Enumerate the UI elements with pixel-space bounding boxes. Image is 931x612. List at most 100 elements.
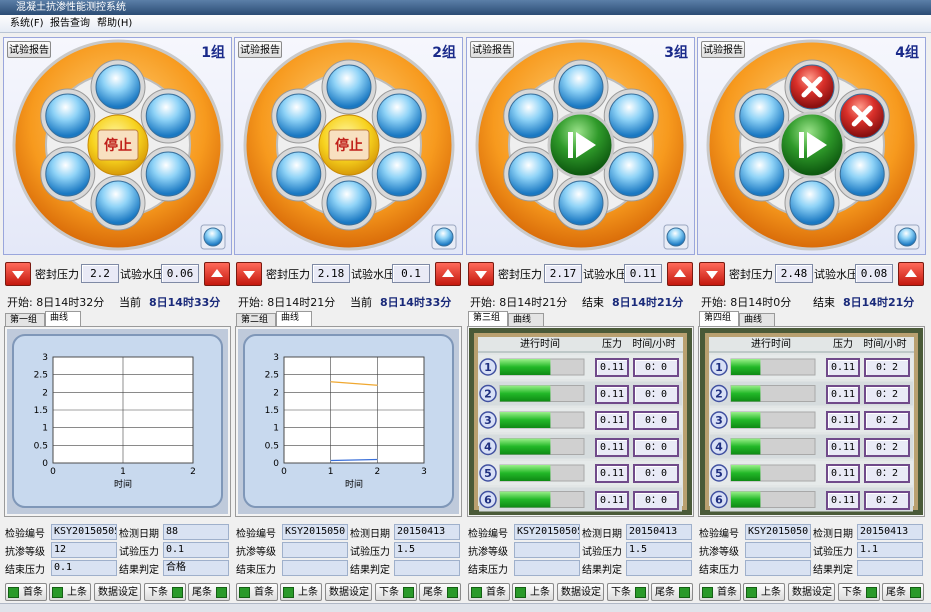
end-time: 8日14时33分 [380,296,452,309]
tab[interactable]: 曲线 [276,311,312,327]
nav-button[interactable]: 数据设定 [325,583,372,601]
seal-pressure-value: 2.17 [544,264,582,283]
tab[interactable]: 第二组 [236,313,276,327]
nav-button[interactable]: 首条 [5,583,47,601]
group-panel: 停止 试验报告 2组 密封压力 2.18 试验水压 0.1 开始: 8日14时21分 当前 8日1… [234,0,463,603]
nav-button[interactable]: 上条 [280,583,322,601]
time-cell: 0：2 [864,411,910,430]
nav-button[interactable]: 尾条 [882,583,924,601]
nav-label: 数据设定 [98,587,138,598]
nav-button[interactable]: 尾条 [419,583,461,601]
nav-button[interactable]: 首条 [236,583,278,601]
nav-label: 尾条 [423,587,443,598]
group-label: 3组 [664,45,688,61]
field-value: 合格 [163,560,229,576]
x-tick-label: 2 [374,467,380,477]
nav-button[interactable]: 下条 [375,583,417,601]
tab[interactable]: 第一组 [5,313,45,327]
y-tick-label: 0.5 [34,441,48,451]
report-button[interactable]: 试验报告 [701,41,745,58]
settings-button [666,227,686,247]
menu-item[interactable]: 帮助(H) [97,18,133,29]
pressure-down-button[interactable] [468,262,494,286]
pressure-down-button[interactable] [236,262,262,286]
report-button[interactable]: 试验报告 [238,41,282,58]
nav-button[interactable]: 上条 [743,583,785,601]
tab[interactable]: 曲线 [508,313,544,327]
nav-button[interactable]: 数据设定 [788,583,835,601]
water-pressure-label: 试验水压 [583,268,627,281]
row-number: 4 [484,441,492,454]
tab[interactable]: 曲线 [739,313,775,327]
pressure-up-button[interactable] [435,262,461,286]
nav-button[interactable]: 数据设定 [94,583,141,601]
nav-button[interactable]: 下条 [838,583,880,601]
pressure-up-button[interactable] [898,262,924,286]
x-tick-label: 3 [421,467,427,477]
field-value [857,560,923,576]
group-label: 2组 [432,45,456,61]
run-icon-arrow [576,132,596,158]
nav-button[interactable]: 上条 [49,583,91,601]
nav-icon [515,587,526,598]
pressure-cell: 0.11 [826,411,860,430]
nav-button[interactable]: 数据设定 [557,583,604,601]
pressure-up-button[interactable] [667,262,693,286]
nav-icon [52,587,63,598]
station-view: 试验报告 3组 [466,37,695,255]
table-header: 进行时间 [751,337,791,350]
arrow-icon [905,269,917,277]
table-header: 时间/小时 [863,337,906,350]
report-button[interactable]: 试验报告 [470,41,514,58]
nav-label: 下条 [842,587,862,598]
tab[interactable]: 第三组 [468,311,508,327]
series-line [330,381,378,386]
settings-button [203,227,223,247]
report-button[interactable]: 试验报告 [7,41,51,58]
station-graphic [706,39,920,251]
pressure-cell: 0.11 [826,437,860,457]
row-number-badge [479,411,497,429]
seal-pressure-label: 密封压力 [266,268,310,281]
menu-item[interactable]: 报告查询 [50,18,90,29]
seal-pressure-label: 密封压力 [35,268,79,281]
nav-label: 尾条 [886,587,906,598]
menu-item[interactable]: 系统(F) [10,18,44,29]
tab[interactable]: 第四组 [699,311,739,327]
nav-button[interactable]: 首条 [699,583,741,601]
y-tick-label: 2.5 [265,371,279,381]
y-tick-label: 3 [273,353,279,363]
nav-label: 尾条 [655,587,675,598]
field-label: 检测日期 [582,529,622,540]
seat-indicator [508,151,554,197]
nav-button[interactable]: 下条 [144,583,186,601]
status-bar [0,603,931,612]
nav-button[interactable]: 上条 [512,583,554,601]
pressure-cell: 0.11 [826,384,860,404]
seat-indicator [326,180,372,226]
seat-indicator [326,64,372,110]
nav-button[interactable]: 首条 [468,583,510,601]
nav-button[interactable]: 尾条 [651,583,693,601]
pressure-down-button[interactable] [5,262,31,286]
progress-bar [500,359,551,375]
seat-indicator [608,93,654,139]
time-cell: 0：2 [864,384,910,404]
end-time: 8日14时21分 [612,296,684,309]
station-graphic [475,39,689,251]
field-value: 1.1 [857,542,923,558]
nav-button[interactable]: 尾条 [188,583,230,601]
pressure-up-button[interactable] [204,262,230,286]
settings-button [897,227,917,247]
pressure-down-button[interactable] [699,262,725,286]
nav-button[interactable]: 下条 [607,583,649,601]
station-graphic: 停止 [12,39,226,251]
seat-indicator [739,93,785,139]
stop-button-label: 停止 [335,137,363,154]
seat-indicator [739,151,785,197]
tab[interactable]: 曲线 [45,311,81,327]
seat-indicator [508,93,554,139]
group-label: 1组 [201,45,225,61]
nav-icon [702,587,713,598]
seat-indicator [45,151,91,197]
